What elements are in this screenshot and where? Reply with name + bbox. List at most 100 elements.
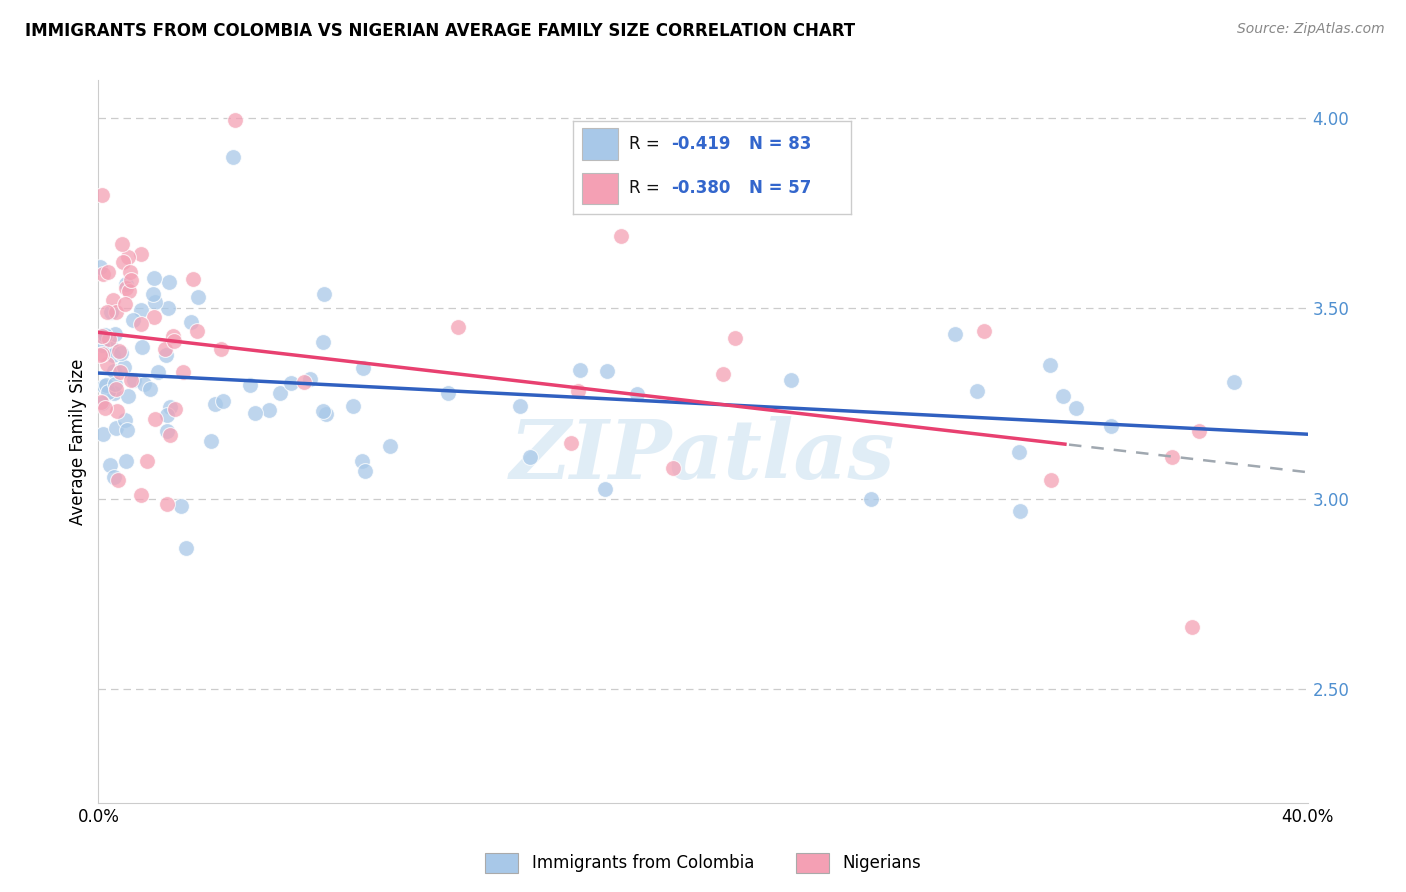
Point — [567, 384, 589, 399]
Point — [1039, 358, 1062, 372]
Point — [352, 454, 374, 468]
Point — [1188, 424, 1211, 438]
Bar — [582, 128, 617, 160]
Point — [110, 346, 132, 360]
Point — [162, 329, 184, 343]
Point — [90, 396, 112, 410]
Point — [156, 408, 179, 422]
Point — [1181, 620, 1204, 634]
Point — [114, 412, 136, 426]
Point — [204, 397, 226, 411]
Point — [104, 382, 127, 396]
Point — [139, 382, 162, 396]
Point — [181, 272, 204, 286]
Point — [103, 293, 125, 307]
Point — [519, 450, 541, 465]
Point — [117, 389, 139, 403]
Point — [723, 331, 745, 345]
Point — [222, 150, 245, 164]
Point — [159, 427, 181, 442]
Point — [596, 364, 619, 378]
Point — [292, 375, 315, 389]
Point — [115, 281, 138, 295]
Point — [108, 365, 131, 379]
Point — [100, 304, 122, 318]
Bar — [582, 173, 617, 204]
Point — [112, 255, 135, 269]
Point — [1008, 504, 1031, 518]
Point — [104, 376, 127, 391]
Point — [120, 265, 142, 279]
Point — [1099, 419, 1122, 434]
Text: ZIPatlas: ZIPatlas — [510, 416, 896, 496]
Text: IMMIGRANTS FROM COLOMBIA VS NIGERIAN AVERAGE FAMILY SIZE CORRELATION CHART: IMMIGRANTS FROM COLOMBIA VS NIGERIAN AVE… — [25, 22, 855, 40]
Point — [143, 411, 166, 425]
Point — [129, 303, 152, 318]
Point — [97, 385, 120, 400]
Point — [156, 424, 179, 438]
Point — [105, 404, 128, 418]
Point — [115, 277, 138, 292]
Point — [1008, 445, 1031, 459]
Point — [104, 326, 127, 341]
Point — [378, 439, 401, 453]
Point — [163, 334, 186, 348]
Point — [157, 275, 180, 289]
Point — [97, 265, 120, 279]
Point — [186, 324, 208, 338]
Point — [103, 386, 125, 401]
Point — [148, 365, 170, 379]
Y-axis label: Average Family Size: Average Family Size — [69, 359, 87, 524]
Text: -0.419: -0.419 — [671, 135, 730, 153]
Point — [860, 491, 883, 506]
Point — [180, 315, 202, 329]
Point — [212, 394, 235, 409]
Point — [90, 328, 112, 343]
Text: R =: R = — [628, 135, 665, 153]
Point — [159, 401, 181, 415]
Point — [96, 378, 118, 392]
Point — [280, 376, 302, 391]
Text: -0.380: -0.380 — [671, 179, 730, 197]
Point — [142, 271, 165, 285]
Point — [117, 251, 139, 265]
Point — [100, 340, 122, 354]
Point — [96, 304, 118, 318]
Point — [111, 237, 134, 252]
Point — [711, 368, 734, 382]
Point — [93, 379, 115, 393]
Text: N = 83: N = 83 — [748, 135, 811, 153]
Point — [163, 402, 186, 417]
Point — [122, 312, 145, 326]
Point — [342, 400, 364, 414]
Point — [224, 112, 246, 127]
Point — [91, 338, 114, 352]
Point — [105, 304, 128, 318]
Point — [509, 399, 531, 413]
Point — [610, 228, 633, 243]
Text: N = 57: N = 57 — [748, 179, 811, 197]
Point — [312, 335, 335, 350]
Point — [143, 295, 166, 310]
Point — [91, 328, 114, 343]
Point — [595, 482, 617, 496]
Point — [626, 387, 648, 401]
Point — [98, 458, 121, 472]
Point — [91, 188, 114, 202]
Point — [943, 327, 966, 342]
Point — [299, 372, 322, 386]
Point — [354, 464, 377, 478]
Point — [1039, 473, 1062, 487]
Point — [169, 499, 191, 513]
Point — [1052, 389, 1074, 403]
Text: R =: R = — [628, 179, 665, 197]
Point — [103, 364, 125, 378]
Point — [89, 348, 111, 362]
Point — [269, 386, 291, 401]
Point — [90, 395, 112, 409]
Point — [143, 310, 166, 324]
Point — [114, 359, 136, 374]
Point — [91, 427, 114, 442]
Point — [107, 473, 129, 487]
Text: Source: ZipAtlas.com: Source: ZipAtlas.com — [1237, 22, 1385, 37]
